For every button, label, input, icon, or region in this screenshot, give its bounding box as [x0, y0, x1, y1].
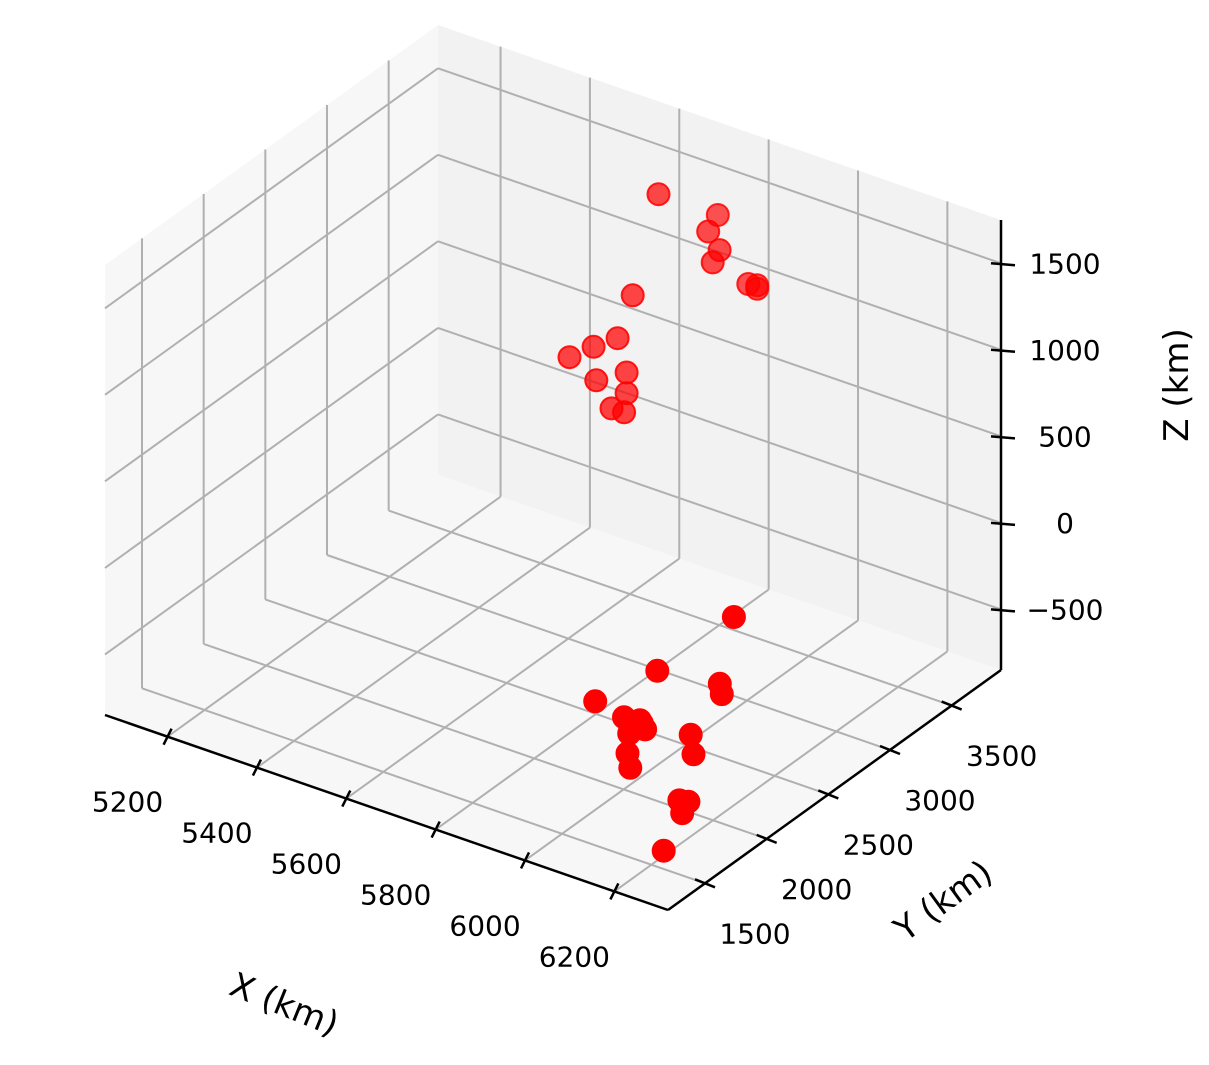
grid-line — [345, 557, 680, 800]
y-tick — [817, 789, 839, 800]
data-points — [557, 182, 770, 863]
z-tick-label: 0 — [1056, 507, 1074, 540]
data-point — [583, 689, 608, 714]
x-axis-line — [104, 713, 669, 912]
y-axis-line — [667, 668, 1002, 912]
tick-marks: 5200 5400 5600 5800 6000 6200 1500 2000 2500 3000… — [92, 247, 1104, 973]
z-tick — [990, 262, 1016, 267]
data-point — [614, 360, 639, 385]
data-point — [645, 658, 670, 683]
z-tick — [990, 521, 1016, 527]
x-tick-label: 5400 — [181, 817, 252, 850]
data-point — [651, 838, 676, 863]
z-tick-label: 1000 — [1029, 334, 1100, 367]
data-point — [721, 605, 746, 629]
data-point — [696, 219, 721, 244]
data-point — [700, 250, 725, 275]
x-tick — [430, 820, 441, 839]
grid-line — [437, 326, 1002, 524]
data-point — [599, 396, 624, 421]
grid-line — [166, 495, 502, 738]
axis-lines — [104, 220, 1003, 912]
grid-line — [256, 526, 591, 769]
z-tick — [990, 435, 1016, 440]
y-tick-label: 2500 — [843, 828, 914, 861]
data-point — [605, 326, 630, 351]
z-tick-label: 500 — [1038, 420, 1091, 453]
grid-line — [104, 67, 439, 310]
z-tick — [990, 348, 1016, 354]
grid-line — [388, 509, 952, 707]
grid-line — [265, 598, 829, 796]
data-point — [646, 182, 671, 207]
y-tick-label: 3500 — [966, 740, 1037, 773]
y-tick — [694, 878, 716, 889]
x-tick-label: 6000 — [449, 909, 520, 942]
data-point — [557, 345, 582, 370]
data-point — [584, 368, 609, 393]
grid-line — [104, 327, 439, 569]
grid-line — [104, 413, 439, 656]
left-pane — [105, 25, 438, 715]
x-tick-label: 5200 — [92, 786, 163, 819]
back-pane — [438, 25, 1001, 670]
grid-line — [326, 554, 891, 751]
grid-line — [437, 67, 1002, 265]
data-point — [681, 742, 706, 767]
grid-line — [437, 240, 1002, 438]
grid-line — [104, 240, 439, 483]
floor-pane — [105, 475, 1001, 910]
z-tick-label: −500 — [1027, 593, 1104, 626]
data-point — [581, 334, 606, 359]
y-tick-label: 2000 — [781, 873, 852, 906]
grid-line — [437, 413, 1002, 611]
axis-panes — [105, 25, 1001, 910]
z-axis-label: Z (km) — [1157, 328, 1197, 441]
data-point — [745, 276, 770, 301]
x-tick-label: 5600 — [271, 848, 342, 881]
data-point — [618, 755, 643, 780]
data-point — [633, 717, 658, 742]
x-tick — [519, 851, 531, 870]
x-tick-label: 6200 — [539, 940, 610, 973]
data-point — [670, 801, 695, 826]
z-tick-label: 1500 — [1029, 247, 1100, 280]
y-axis-label: Y (km) — [886, 852, 1000, 950]
x-tick — [609, 882, 620, 900]
data-point — [678, 722, 703, 747]
x-tick-label: 5800 — [360, 879, 431, 912]
grid-line — [104, 153, 439, 396]
y-tick — [756, 833, 778, 845]
y-tick-label: 3000 — [904, 784, 975, 817]
y-tick — [941, 700, 963, 711]
z-tick — [990, 608, 1016, 613]
x-tick — [251, 759, 263, 777]
x-axis-label: X (km) — [224, 965, 344, 1045]
y-tick — [879, 744, 901, 756]
grid-line — [141, 687, 706, 885]
data-point — [709, 682, 734, 707]
y-tick-label: 1500 — [719, 917, 790, 950]
x-tick — [162, 728, 173, 746]
data-point — [620, 283, 645, 308]
x-tick — [341, 790, 352, 808]
